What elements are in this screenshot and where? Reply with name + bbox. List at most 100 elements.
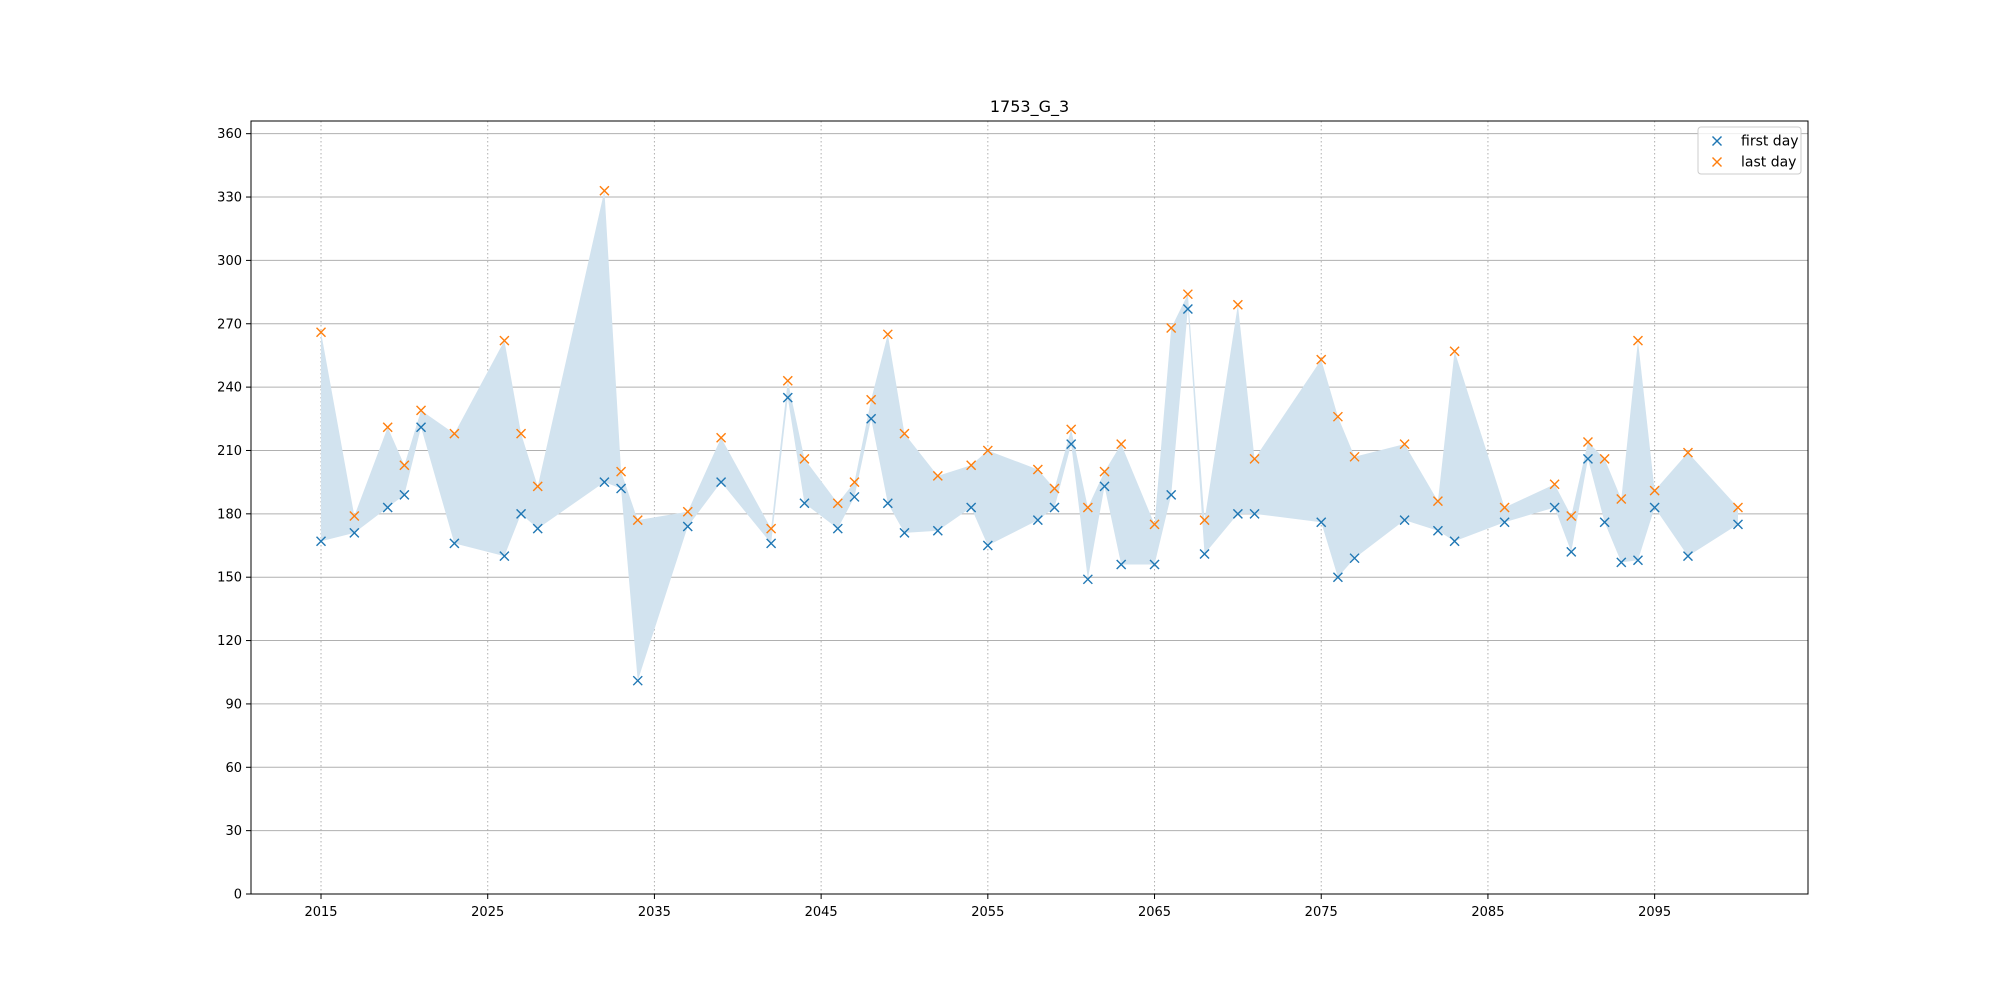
- first-day-point-stroke: [716, 477, 727, 488]
- first-day-point: [1116, 559, 1127, 570]
- first-day-point-stroke: [1032, 515, 1043, 526]
- first-day-point: [782, 392, 793, 403]
- last-day-point: [382, 422, 393, 433]
- y-tick-label: 0: [234, 888, 242, 903]
- last-day-point: [1632, 335, 1643, 346]
- last-day-point: [516, 428, 527, 439]
- first-day-point: [1682, 551, 1693, 562]
- x-tick-label: 2045: [805, 905, 838, 920]
- y-tick-label: 180: [217, 507, 242, 522]
- last-day-point-stroke: [632, 515, 643, 526]
- first-day-point: [1149, 559, 1160, 570]
- first-day-point: [1649, 502, 1660, 513]
- first-day-point: [316, 536, 327, 547]
- x-tick-label: 2075: [1305, 905, 1338, 920]
- legend-marker: [1712, 136, 1722, 146]
- last-day-point-stroke: [1432, 496, 1443, 507]
- last-day-point: [1116, 439, 1127, 450]
- last-day-point: [1332, 411, 1343, 422]
- last-day-point-stroke: [899, 428, 910, 439]
- last-day-point-stroke: [416, 405, 427, 416]
- last-day-point-stroke: [682, 506, 693, 517]
- y-tick-label: 210: [217, 444, 242, 459]
- legend: first day last day: [1697, 126, 1802, 175]
- first-day-point-stroke: [932, 525, 943, 536]
- last-day-point: [349, 510, 360, 521]
- last-day-point-stroke: [1116, 439, 1127, 450]
- last-day-point-stroke: [716, 432, 727, 443]
- last-day-point: [1249, 453, 1260, 464]
- first-day-point: [499, 551, 510, 562]
- last-day-point-stroke: [516, 428, 527, 439]
- last-day-point: [1566, 510, 1577, 521]
- y-tick-label: 150: [217, 571, 242, 586]
- first-day-point: [932, 525, 943, 536]
- first-day-point: [1599, 517, 1610, 528]
- last-day-point: [1082, 502, 1093, 513]
- first-day-point: [882, 498, 893, 509]
- first-day-point: [1549, 502, 1560, 513]
- first-day-point-stroke: [1499, 517, 1510, 528]
- first-day-point: [832, 523, 843, 534]
- last-day-point: [1032, 464, 1043, 475]
- first-day-point-stroke: [849, 491, 860, 502]
- last-day-point: [1599, 453, 1610, 464]
- first-day-point-stroke: [616, 483, 627, 494]
- legend-marker-stroke: [1712, 136, 1722, 146]
- series-markers: [316, 185, 1743, 686]
- first-day-point: [416, 422, 427, 433]
- last-day-point: [1349, 451, 1360, 462]
- last-day-point-stroke: [1199, 515, 1210, 526]
- first-day-point: [1432, 525, 1443, 536]
- x-tick-label: 2085: [1471, 905, 1504, 920]
- first-day-point-stroke: [399, 489, 410, 500]
- y-tick-label: 240: [217, 381, 242, 396]
- x-tick-label: 2055: [971, 905, 1004, 920]
- last-day-point: [1166, 322, 1177, 333]
- last-day-point-stroke: [866, 394, 877, 405]
- last-day-point: [449, 428, 460, 439]
- last-day-point: [1182, 289, 1193, 300]
- legend-marker-stroke: [1712, 157, 1722, 167]
- first-day-point: [849, 491, 860, 502]
- first-day-point: [682, 521, 693, 532]
- chart-title: 1753_G_3: [990, 97, 1069, 117]
- last-day-point: [1066, 424, 1077, 435]
- first-day-point: [1166, 489, 1177, 500]
- last-day-point: [416, 405, 427, 416]
- x-axis: 2015 2025 2035 2045 2055 2065 2075 2085 2095: [304, 894, 1671, 920]
- last-day-point: [1149, 519, 1160, 530]
- last-day-point: [799, 453, 810, 464]
- first-day-point-stroke: [1316, 517, 1327, 528]
- first-day-point: [516, 508, 527, 519]
- last-day-point-stroke: [449, 428, 460, 439]
- last-day-point: [849, 477, 860, 488]
- first-day-point-stroke: [1599, 517, 1610, 528]
- last-day-point: [1499, 502, 1510, 513]
- first-day-point: [1099, 481, 1110, 492]
- last-day-point: [616, 466, 627, 477]
- last-day-point-stroke: [849, 477, 860, 488]
- last-day-point-stroke: [799, 453, 810, 464]
- last-day-point-stroke: [1616, 494, 1627, 505]
- first-day-point-stroke: [1149, 559, 1160, 570]
- last-day-point-stroke: [1166, 322, 1177, 333]
- first-day-point-stroke: [832, 523, 843, 534]
- first-day-point: [799, 498, 810, 509]
- last-day-point-stroke: [1182, 289, 1193, 300]
- last-day-point: [882, 329, 893, 340]
- last-day-point-stroke: [599, 185, 610, 196]
- first-day-point: [449, 538, 460, 549]
- first-day-point: [599, 477, 610, 488]
- first-day-point-stroke: [1249, 508, 1260, 519]
- first-day-point: [1616, 557, 1627, 568]
- first-day-point-stroke: [1449, 536, 1460, 547]
- last-day-point: [1399, 439, 1410, 450]
- last-day-point-stroke: [1032, 464, 1043, 475]
- first-day-point: [349, 527, 360, 538]
- first-day-point: [1032, 515, 1043, 526]
- last-day-point-stroke: [1232, 299, 1243, 310]
- y-tick-label: 30: [225, 824, 242, 839]
- last-day-point-stroke: [1149, 519, 1160, 530]
- first-day-point: [1566, 546, 1577, 557]
